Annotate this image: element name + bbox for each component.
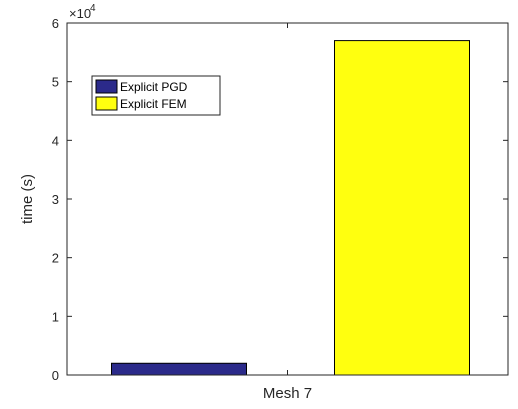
multiplier-exponent: 4 <box>90 3 96 14</box>
ticks-group: 0 1 2 3 4 5 6 <box>52 16 508 383</box>
y-tick-label: 6 <box>52 16 59 31</box>
legend-label-explicit-pgd: Explicit PGD <box>120 80 188 94</box>
y-tick-label: 1 <box>52 309 59 324</box>
x-category-label: Mesh 7 <box>263 385 312 402</box>
legend-swatch-explicit-fem <box>95 96 118 111</box>
y-axis-multiplier: ×10 4 <box>69 3 96 21</box>
y-tick-label: 3 <box>52 192 59 207</box>
bar-explicit-pgd <box>111 362 247 376</box>
y-tick-label: 0 <box>52 368 59 383</box>
y-tick-label: 4 <box>52 133 59 148</box>
y-tick-label: 2 <box>52 251 59 266</box>
legend-swatch-explicit-pgd <box>95 79 118 94</box>
multiplier-base: ×10 <box>69 6 91 21</box>
bar-explicit-fem <box>334 40 470 376</box>
legend: Explicit PGD Explicit FEM <box>91 75 221 116</box>
y-tick-label: 5 <box>52 75 59 90</box>
y-axis-label: time (s) <box>19 174 36 224</box>
bars-group <box>111 40 470 376</box>
legend-label-explicit-fem: Explicit FEM <box>120 97 187 111</box>
